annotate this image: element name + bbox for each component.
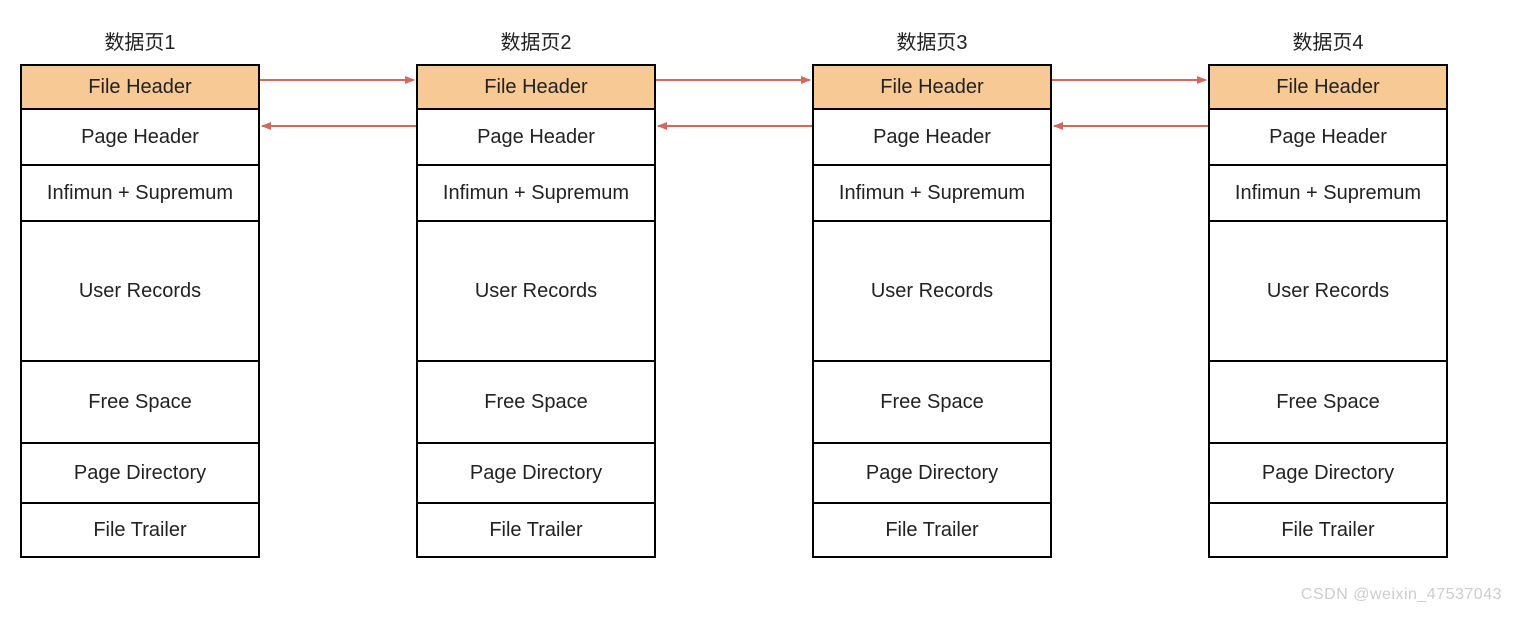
data-page: File HeaderPage HeaderInfimun + Supremum… [1208,64,1448,558]
page-section: File Trailer [814,504,1050,556]
page-section: User Records [418,222,654,362]
page-section: Page Header [1210,110,1446,166]
page-section: Free Space [1210,362,1446,444]
page-section: Free Space [418,362,654,444]
page-section: Infimun + Supremum [22,166,258,222]
page-title: 数据页3 [812,26,1052,55]
page-section: Page Directory [22,444,258,504]
page-section: User Records [1210,222,1446,362]
page-title: 数据页1 [20,26,260,55]
page-section: Page Directory [418,444,654,504]
page-section: Infimun + Supremum [418,166,654,222]
page-section: Infimun + Supremum [814,166,1050,222]
watermark: CSDN @weixin_47537043 [1301,586,1502,604]
page-section: File Trailer [1210,504,1446,556]
page-section: Free Space [22,362,258,444]
page-section: Page Header [418,110,654,166]
page-section: File Header [22,66,258,110]
page-section: Page Header [22,110,258,166]
page-section: Page Directory [1210,444,1446,504]
page-section: Page Directory [814,444,1050,504]
page-section: Infimun + Supremum [1210,166,1446,222]
data-page: File HeaderPage HeaderInfimun + Supremum… [812,64,1052,558]
page-link-diagram: CSDN @weixin_47537043 数据页1File HeaderPag… [20,20,1508,600]
page-section: Free Space [814,362,1050,444]
data-page: File HeaderPage HeaderInfimun + Supremum… [416,64,656,558]
page-section: User Records [22,222,258,362]
page-section: Page Header [814,110,1050,166]
page-section: File Header [1210,66,1446,110]
page-section: File Trailer [418,504,654,556]
page-section: File Header [418,66,654,110]
page-section: File Trailer [22,504,258,556]
page-title: 数据页2 [416,26,656,55]
page-section: User Records [814,222,1050,362]
page-section: File Header [814,66,1050,110]
page-title: 数据页4 [1208,26,1448,55]
data-page: File HeaderPage HeaderInfimun + Supremum… [20,64,260,558]
